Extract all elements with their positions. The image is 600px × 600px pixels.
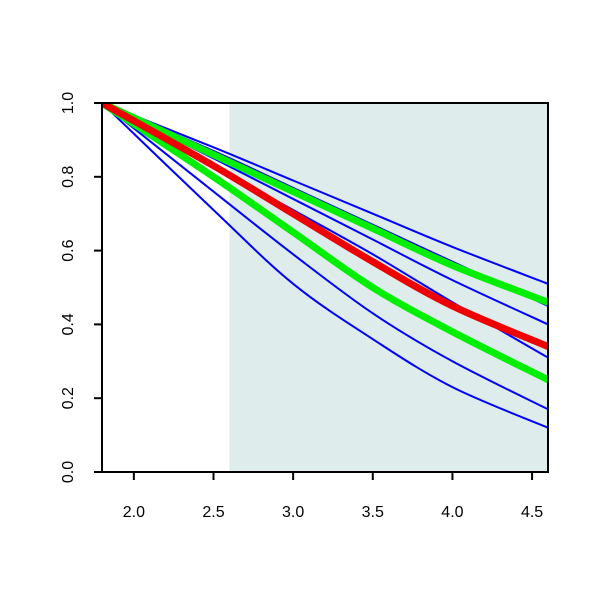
y-tick-label: 0.8	[60, 166, 77, 188]
x-tick-label: 2.5	[202, 504, 224, 521]
axis-layer: 2.0 2.5 3.0 3.5 4.0 4.5 0.0 0.2 0.4 0.6 0.8 1.0	[60, 92, 549, 521]
y-tick-label: 0.2	[60, 387, 77, 409]
x-tick-label: 2.0	[123, 504, 145, 521]
x-tick-label: 4.5	[521, 504, 543, 521]
series-line-6	[102, 103, 548, 429]
plot-frame	[101, 102, 549, 473]
x-tick-label: 3.5	[362, 504, 384, 521]
series-line-8	[102, 103, 548, 384]
shaded-region	[229, 103, 548, 472]
y-tick-label: 1.0	[60, 92, 77, 114]
x-tick-label: 4.0	[441, 504, 463, 521]
series-line-7	[102, 103, 548, 306]
y-tick-label: 0.6	[60, 239, 77, 261]
y-tick-label: 0.4	[60, 313, 77, 335]
series-line-1	[102, 103, 548, 285]
shaded-region-layer	[229, 103, 548, 472]
series-line-9	[102, 103, 548, 351]
series-layer	[102, 103, 548, 429]
x-tick-label: 3.0	[282, 504, 304, 521]
series-line-5	[102, 103, 548, 411]
y-tick-label: 0.0	[60, 461, 77, 483]
